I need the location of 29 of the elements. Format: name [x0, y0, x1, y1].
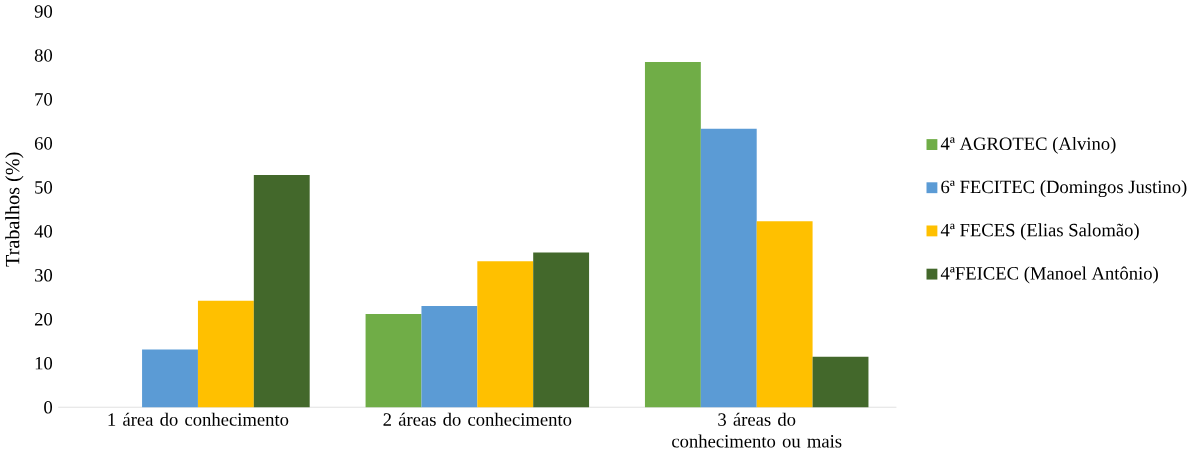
bar	[253, 175, 310, 408]
y-tick-label: 60	[34, 137, 53, 150]
y-tick-label: 70	[35, 93, 53, 106]
legend-label: 4ª FECES (Elias Salomão)	[940, 223, 1139, 241]
legend-label: 4ªFEICEC (Manoel Antônio)	[940, 266, 1158, 284]
y-tick-label: 90	[34, 5, 53, 18]
legend-label: 4ª AGROTEC (Alvino)	[940, 137, 1116, 154]
bar	[700, 128, 757, 408]
bar	[477, 261, 534, 408]
legend-label: 6ª FECITEC (Domingos Justino)	[941, 180, 1187, 198]
y-tick-label: 20	[34, 313, 53, 326]
bar	[365, 314, 422, 408]
bar	[533, 252, 590, 408]
y-tick-label: 30	[35, 269, 53, 282]
y-tick-label: 40	[34, 225, 53, 238]
y-tick-label: 50	[35, 181, 53, 194]
x-tick-label: 2 áreas do conhecimento	[383, 412, 572, 426]
bar	[421, 306, 478, 408]
x-tick-label: 3 áreas do conhecimento ou mais	[672, 412, 842, 448]
y-axis-title: Trabalhos (%)	[5, 152, 24, 267]
y-tick-label: 0	[44, 401, 53, 414]
y-tick-label: 10	[35, 357, 53, 370]
bar	[197, 300, 254, 408]
y-tick-label: 80	[34, 49, 53, 62]
bar	[142, 349, 198, 408]
bar	[756, 221, 813, 408]
bar	[812, 356, 869, 408]
x-tick-label: 1 área do conhecimento	[108, 412, 289, 426]
bar	[644, 62, 701, 408]
